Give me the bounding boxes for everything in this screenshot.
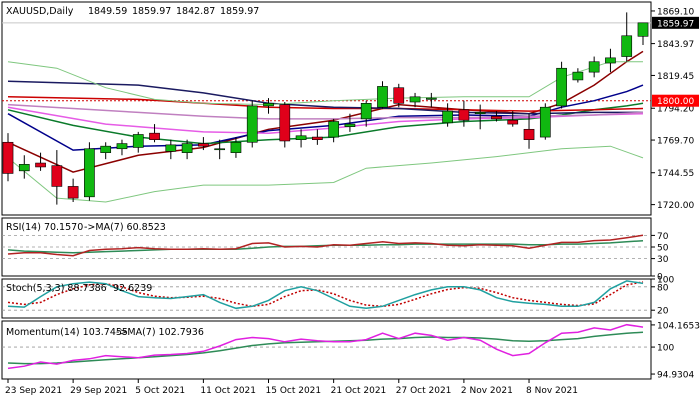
candle — [588, 61, 600, 73]
candle — [149, 132, 160, 140]
candle — [377, 86, 388, 108]
timeframe-label: Daily — [49, 6, 73, 17]
level-price-label: 1800.00 — [657, 97, 694, 107]
rsi-line — [7, 234, 644, 257]
symbol-separator: , — [46, 6, 49, 17]
candle — [263, 103, 274, 107]
candle — [67, 186, 79, 199]
candle — [425, 97, 437, 100]
indicator-tick-label: 100 — [657, 344, 674, 354]
indicator-tick-label: 100 — [657, 276, 674, 286]
indicator-tick-label: 104.1653 — [657, 321, 700, 331]
candle — [539, 106, 551, 138]
ohlc-close: 1859.97 — [220, 6, 259, 17]
candle — [605, 57, 616, 64]
stoch-signal-label: 92.6239 — [113, 283, 152, 294]
candle — [507, 119, 519, 125]
momentum-panel — [1, 320, 652, 380]
candle — [2, 141, 14, 174]
ohlc-open: 1849.59 — [88, 6, 127, 17]
candle — [458, 109, 470, 121]
ohlc-low: 1842.87 — [176, 6, 215, 17]
candle — [474, 112, 486, 114]
candle — [18, 164, 30, 172]
x-tick-label: 23 Sep 2021 — [5, 386, 62, 396]
candle — [312, 136, 323, 140]
candle — [214, 148, 226, 151]
rsi-label: RSI(14) 70.1570 — [6, 222, 83, 233]
candle — [393, 87, 405, 104]
stoch-panel — [1, 278, 652, 319]
candle — [556, 67, 567, 107]
x-tick-label: 27 Oct 2021 — [396, 386, 452, 396]
candle — [116, 143, 128, 150]
overlay-line-8 — [7, 145, 644, 203]
candle — [230, 141, 242, 153]
level-price-box — [652, 94, 699, 107]
candle — [181, 143, 193, 153]
price-tick-label: 1819.45 — [657, 72, 694, 82]
price-tick-label: 1744.55 — [657, 169, 694, 179]
price-tick-label: 1720.00 — [657, 201, 694, 211]
x-tick-label: 2 Nov 2021 — [461, 386, 513, 396]
candle — [35, 162, 46, 168]
momentum-line — [7, 323, 644, 370]
candle — [523, 128, 535, 140]
candle — [621, 35, 633, 57]
indicator-tick-label: 0 — [657, 273, 663, 283]
price-tick-label: 1843.97 — [657, 40, 694, 50]
indicator-tick-label: 70 — [657, 232, 669, 242]
candle — [51, 165, 63, 187]
candle — [246, 105, 258, 143]
candle — [198, 143, 209, 147]
rsi-ma-label: ->MA(7) 60.8523 — [84, 222, 166, 233]
indicator-tick-label: 80 — [657, 283, 669, 293]
candle — [279, 104, 291, 142]
candle — [360, 103, 372, 120]
candle — [100, 145, 112, 153]
indicator-tick-label: 50 — [657, 244, 669, 254]
candle — [442, 110, 453, 124]
candle — [132, 134, 144, 148]
momentum-ma-label: ->MA(7) 102.7936 — [116, 327, 204, 338]
indicator-tick-label: 20 — [657, 307, 669, 317]
symbol-label: XAUUSD — [6, 6, 46, 17]
x-tick-label: 21 Oct 2021 — [331, 386, 387, 396]
indicator-tick-label: 30 — [657, 255, 669, 265]
x-tick-label: 5 Oct 2021 — [135, 386, 185, 396]
candle — [84, 148, 95, 198]
x-tick-label: 15 Oct 2021 — [266, 386, 322, 396]
x-tick-label: 29 Sep 2021 — [70, 386, 127, 396]
candle — [491, 115, 502, 120]
stoch-main-line — [7, 280, 644, 310]
x-tick-label: 11 Oct 2021 — [200, 386, 256, 396]
ohlc-high: 1859.97 — [132, 6, 171, 17]
price-tick-label: 1769.70 — [657, 137, 694, 147]
candle — [165, 144, 177, 152]
current-price-label: 1859.97 — [657, 19, 694, 29]
candle — [409, 96, 421, 103]
stoch-label: Stoch(5,3,3) 88.7386 — [6, 283, 107, 294]
price-tick-label: 1794.20 — [657, 105, 694, 115]
candle — [637, 22, 649, 37]
candle — [572, 71, 584, 81]
indicator-tick-label: 94.9304 — [657, 371, 694, 381]
candle — [344, 123, 356, 127]
momentum-label: Momentum(14) 103.7455 — [6, 327, 128, 338]
candle — [295, 135, 307, 140]
stoch-signal-line — [7, 281, 644, 308]
candle — [328, 121, 339, 138]
current-price-box — [652, 16, 699, 29]
price-tick-label: 1869.10 — [657, 7, 694, 17]
x-tick-label: 8 Nov 2021 — [526, 386, 578, 396]
